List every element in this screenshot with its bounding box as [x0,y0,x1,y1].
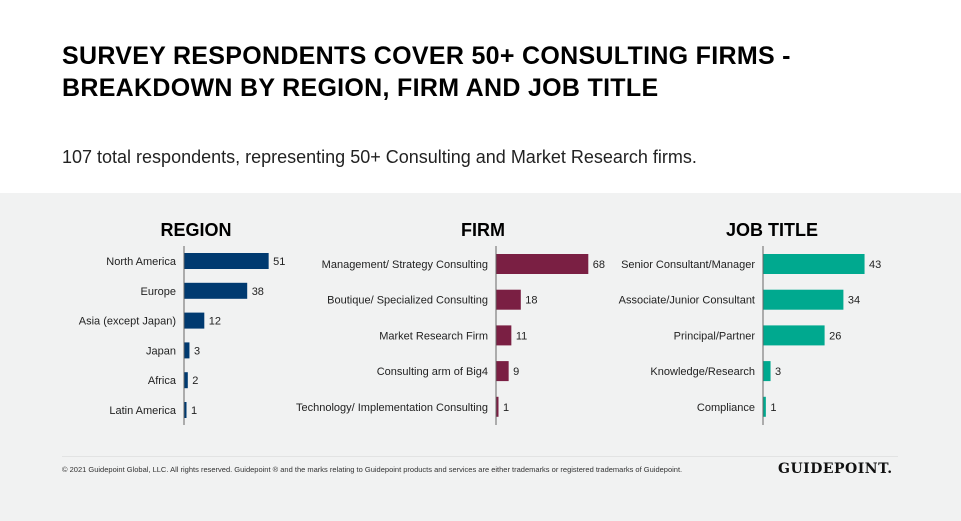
job-title-category-label: Compliance [697,402,755,414]
firm-value-label: 18 [525,295,537,307]
region-category-label: Africa [148,375,177,387]
job-title-value-label: 34 [848,295,860,307]
region-value-label: 51 [273,256,285,268]
firm-value-label: 9 [513,366,519,378]
region-value-label: 38 [252,286,264,298]
job-title-value-label: 43 [869,259,881,271]
subtitle: 107 total respondents, representing 50+ … [62,147,697,167]
job-title-category-label: Senior Consultant/Manager [621,259,755,271]
firm-category-label: Boutique/ Specialized Consulting [327,295,488,307]
firm-bar [496,289,521,310]
firm-bar [496,361,509,382]
region-bar [184,372,188,389]
region-chart-title: REGION [160,220,231,240]
firm-category-label: Market Research Firm [379,330,488,342]
job-title-category-label: Principal/Partner [674,330,756,342]
firm-bar [496,325,512,346]
firm-value-label: 11 [516,330,527,342]
firm-chart-title: FIRM [461,220,505,240]
firm-category-label: Consulting arm of Big4 [377,366,488,378]
region-category-label: Asia (except Japan) [79,316,176,328]
title-line-1: SURVEY RESPONDENTS COVER 50+ CONSULTING … [62,42,791,70]
job-title-bar [763,361,771,382]
region-bar [184,342,190,359]
region-category-label: Latin America [109,405,177,417]
job-title-value-label: 1 [770,402,776,414]
firm-value-label: 1 [503,402,509,414]
region-category-label: North America [106,256,177,268]
job-title-value-label: 26 [829,330,841,342]
region-value-label: 1 [191,405,197,417]
region-bar [184,282,248,299]
region-value-label: 3 [194,345,200,357]
firm-category-label: Management/ Strategy Consulting [322,259,488,271]
firm-bar [496,396,499,417]
job-title-category-label: Knowledge/Research [650,366,755,378]
region-value-label: 2 [192,375,198,387]
job-title-value-label: 3 [775,366,781,378]
job-title-bar [763,289,844,310]
job-title-category-label: Associate/Junior Consultant [619,295,755,307]
job-title-bar [763,254,865,274]
job-title-bar [763,396,766,417]
firm-category-label: Technology/ Implementation Consulting [296,402,488,414]
firm-value-label: 68 [593,259,605,271]
chart-panel [0,193,961,521]
page-title: SURVEY RESPONDENTS COVER 50+ CONSULTING … [62,40,791,104]
region-category-label: Japan [146,345,176,357]
region-bar [184,253,269,269]
firm-bar [496,254,589,274]
title-line-2: BREAKDOWN BY REGION, FIRM AND JOB TITLE [62,74,659,102]
region-category-label: Europe [141,286,176,298]
footer-copyright: © 2021 Guidepoint Global, LLC. All right… [62,465,683,474]
divider [62,456,898,457]
job-title-chart-title: JOB TITLE [726,220,818,240]
job-title-bar [763,325,825,346]
region-bar [184,312,205,329]
guidepoint-logo: GUIDEPOINT. [778,461,893,477]
region-bar [184,402,187,418]
region-value-label: 12 [209,316,221,328]
